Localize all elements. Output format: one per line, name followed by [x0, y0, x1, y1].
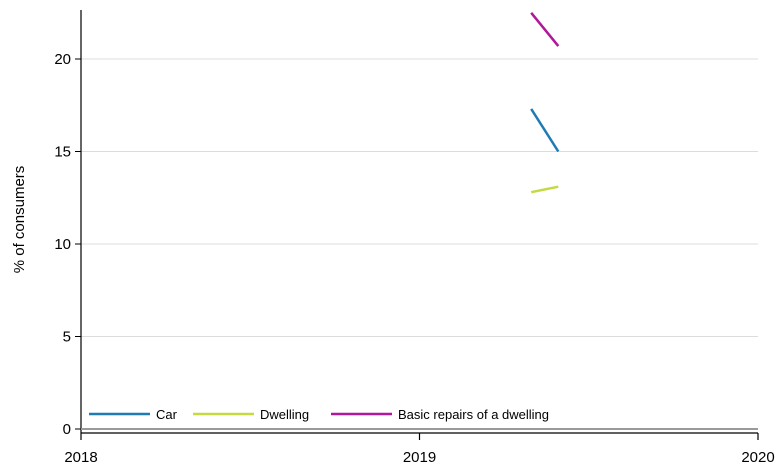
legend-label-0: Car [156, 407, 178, 422]
x-tick-label: 2020 [741, 449, 774, 466]
legend-label-1: Dwelling [260, 407, 309, 422]
series-line-2 [530, 12, 560, 47]
y-tick-label: 0 [63, 421, 71, 438]
axes [75, 10, 759, 440]
y-axis-label: % of consumers [11, 166, 28, 274]
x-tick-labels: 2018 2019 2020 [64, 449, 774, 466]
series-line-1 [530, 185, 559, 194]
y-tick-label: 20 [54, 51, 71, 68]
legend: Car Dwelling Basic repairs of a dwelling [89, 407, 549, 422]
y-tick-label: 15 [54, 144, 71, 161]
y-tick-label: 10 [54, 236, 71, 253]
legend-label-2: Basic repairs of a dwelling [398, 407, 549, 422]
grid-lines [81, 58, 758, 337]
y-tick-labels: 0 5 10 15 20 [54, 51, 71, 438]
y-tick-label: 5 [63, 329, 71, 346]
series-line-0 [530, 108, 560, 153]
x-tick-label: 2018 [64, 449, 97, 466]
series-lines [530, 12, 560, 194]
x-tick-label: 2019 [403, 449, 436, 466]
